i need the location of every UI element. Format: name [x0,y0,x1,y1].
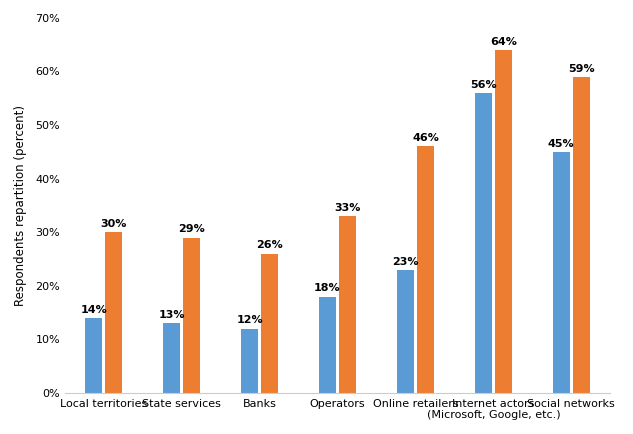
Text: 12%: 12% [236,316,263,326]
Bar [495,50,512,393]
Bar [184,237,201,393]
Text: 45%: 45% [548,138,575,148]
Text: 13%: 13% [158,310,185,320]
Bar [397,270,414,393]
Bar [85,318,103,393]
Bar [105,232,123,393]
Text: 46%: 46% [412,133,439,143]
Bar [261,253,279,393]
Bar [475,93,492,393]
Text: 14%: 14% [80,305,107,315]
Bar [553,152,570,393]
Bar [573,77,590,393]
Text: 18%: 18% [314,283,341,293]
Text: 23%: 23% [392,256,418,266]
Text: 59%: 59% [568,64,595,74]
Bar [163,323,180,393]
Bar [241,329,258,393]
Text: 30%: 30% [101,219,127,229]
Text: 56%: 56% [470,80,496,90]
Text: 29%: 29% [179,224,205,234]
Bar [339,216,356,393]
Bar [417,147,434,393]
Text: 26%: 26% [256,240,283,250]
Y-axis label: Respondents repartition (percent): Respondents repartition (percent) [14,105,27,306]
Text: 64%: 64% [490,37,517,47]
Text: 33%: 33% [334,203,361,213]
Bar [319,296,336,393]
